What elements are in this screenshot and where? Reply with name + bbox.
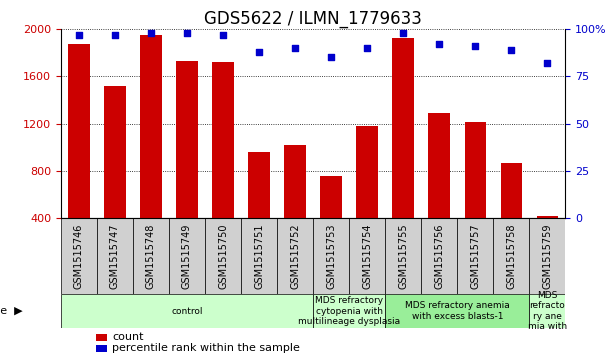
Point bbox=[362, 45, 372, 51]
Bar bbox=[349, 218, 385, 294]
Bar bbox=[385, 218, 421, 294]
Point bbox=[254, 49, 264, 55]
Bar bbox=[320, 176, 342, 218]
Text: control: control bbox=[171, 306, 202, 315]
Bar bbox=[104, 86, 126, 218]
Bar bbox=[96, 345, 107, 352]
Text: MDS refractory
cytopenia with
multilineage dysplasia: MDS refractory cytopenia with multilinea… bbox=[298, 296, 400, 326]
Text: GSM1515748: GSM1515748 bbox=[146, 223, 156, 289]
Bar bbox=[392, 38, 414, 218]
Bar bbox=[97, 218, 133, 294]
Text: MDS
refracto
ry ane
mia with: MDS refracto ry ane mia with bbox=[528, 291, 567, 331]
Bar bbox=[313, 218, 349, 294]
Text: GSM1515746: GSM1515746 bbox=[74, 223, 84, 289]
Bar bbox=[140, 35, 162, 218]
Bar bbox=[313, 294, 385, 328]
Point bbox=[182, 30, 192, 36]
Text: GSM1515747: GSM1515747 bbox=[110, 223, 120, 289]
Bar bbox=[248, 152, 270, 218]
Bar bbox=[493, 218, 530, 294]
Title: GDS5622 / ILMN_1779633: GDS5622 / ILMN_1779633 bbox=[204, 10, 422, 28]
Point bbox=[74, 32, 84, 38]
Point bbox=[326, 54, 336, 60]
Text: MDS refractory anemia
with excess blasts-1: MDS refractory anemia with excess blasts… bbox=[405, 301, 510, 321]
Bar bbox=[457, 218, 493, 294]
Bar bbox=[356, 126, 378, 218]
Text: GSM1515758: GSM1515758 bbox=[506, 223, 516, 289]
Text: GSM1515751: GSM1515751 bbox=[254, 223, 264, 289]
Bar bbox=[133, 218, 169, 294]
Text: GSM1515753: GSM1515753 bbox=[326, 223, 336, 289]
Text: GSM1515755: GSM1515755 bbox=[398, 223, 408, 289]
Bar bbox=[61, 218, 97, 294]
Bar bbox=[530, 294, 565, 328]
Text: disease state  ▶: disease state ▶ bbox=[0, 306, 23, 316]
Bar bbox=[61, 294, 313, 328]
Text: percentile rank within the sample: percentile rank within the sample bbox=[112, 343, 300, 353]
Bar bbox=[500, 163, 522, 218]
Bar bbox=[241, 218, 277, 294]
Bar bbox=[537, 216, 558, 218]
Text: GSM1515752: GSM1515752 bbox=[290, 223, 300, 289]
Point bbox=[542, 60, 552, 66]
Text: count: count bbox=[112, 332, 143, 342]
Text: GSM1515754: GSM1515754 bbox=[362, 223, 372, 289]
Bar bbox=[429, 113, 450, 218]
Bar bbox=[169, 218, 205, 294]
Bar bbox=[212, 62, 234, 218]
Text: GSM1515757: GSM1515757 bbox=[471, 223, 480, 289]
Bar bbox=[277, 218, 313, 294]
Point bbox=[398, 30, 408, 36]
Point bbox=[471, 43, 480, 49]
Point bbox=[146, 30, 156, 36]
Bar bbox=[68, 44, 89, 218]
Point bbox=[110, 32, 120, 38]
Bar bbox=[285, 145, 306, 218]
Text: GSM1515759: GSM1515759 bbox=[542, 223, 553, 289]
Point bbox=[218, 32, 228, 38]
Bar bbox=[205, 218, 241, 294]
Bar bbox=[465, 122, 486, 218]
Bar bbox=[421, 218, 457, 294]
Bar bbox=[176, 61, 198, 218]
Text: GSM1515750: GSM1515750 bbox=[218, 223, 228, 289]
Text: GSM1515756: GSM1515756 bbox=[434, 223, 444, 289]
Bar bbox=[530, 218, 565, 294]
Point bbox=[435, 41, 444, 47]
Point bbox=[506, 47, 516, 53]
Bar bbox=[96, 334, 107, 340]
Point bbox=[290, 45, 300, 51]
Bar bbox=[385, 294, 530, 328]
Text: GSM1515749: GSM1515749 bbox=[182, 223, 192, 289]
